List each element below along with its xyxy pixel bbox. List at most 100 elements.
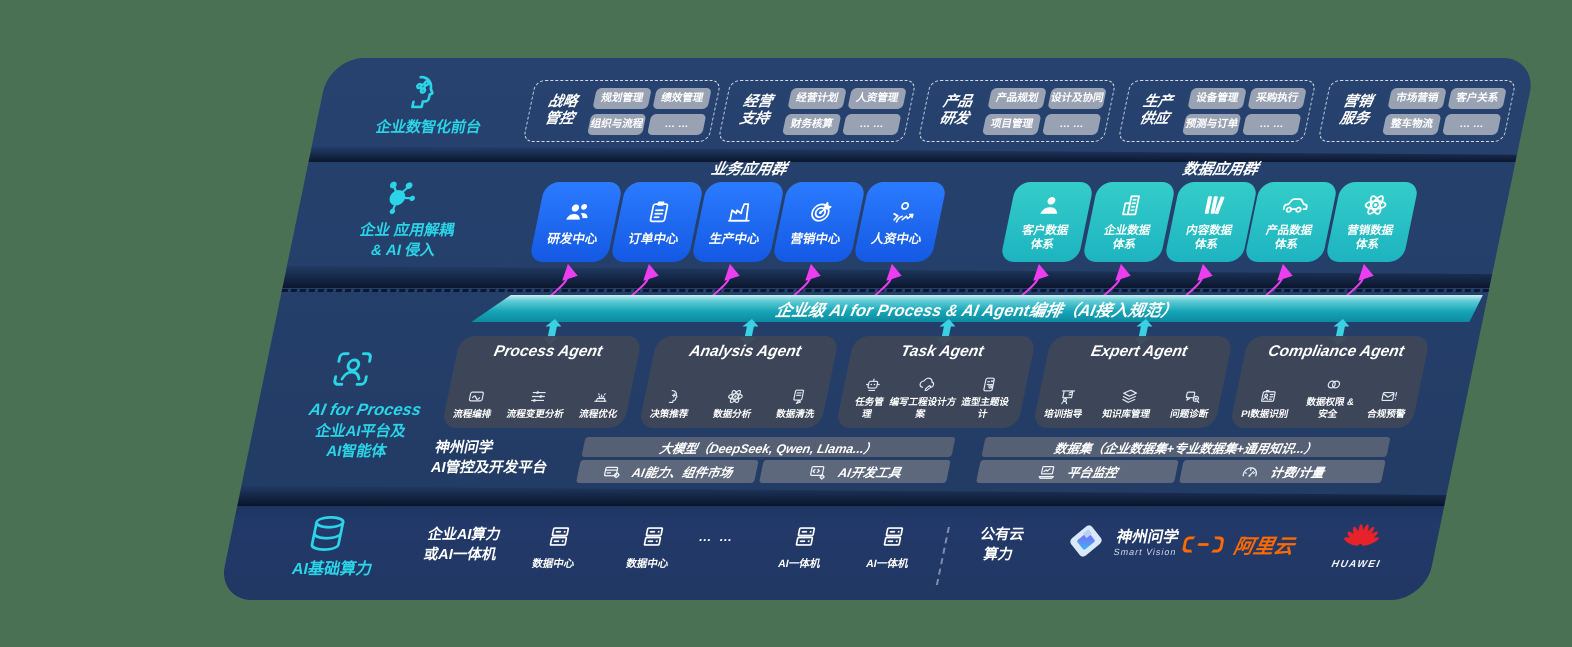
enterprise-compute-label: 企业AI算力 或AI一体机 bbox=[422, 527, 503, 563]
agents-layer-label-en: AI for Process bbox=[307, 401, 423, 419]
app-box-marketing: 营销中心 bbox=[771, 182, 867, 262]
agent-sub: 合规预警 bbox=[1366, 387, 1411, 420]
database-icon bbox=[301, 512, 354, 556]
front-group-title: 战略 管控 bbox=[543, 93, 580, 127]
front-group-title: 生产 供应 bbox=[1138, 93, 1175, 127]
business-apps-title: 业务应用群 bbox=[709, 161, 789, 178]
agent-sub-label: 合规预警 bbox=[1366, 408, 1407, 420]
architecture-plate: 企业数智化前台 战略 管控 规划管理 绩效管理 组织与流程 … … 经营 支持 … bbox=[217, 58, 1537, 600]
agent-box-compliance: Compliance Agent PI数据识别 数据权限 & 安全 合规预警 bbox=[1229, 336, 1431, 428]
platform-monitor-cell: 平台监控 bbox=[975, 460, 1179, 483]
agent-subs: 流程编排 流程变更分析 流程优化 bbox=[452, 387, 623, 420]
app-box-production: 生产中心 bbox=[690, 182, 786, 262]
agent-box-expert: Expert Agent 培训指导 知识库管理 问题诊断 bbox=[1032, 336, 1234, 428]
data-box-enterprise: 企业数据 体系 bbox=[1081, 182, 1177, 262]
public-cloud-label: 公有云 算力 bbox=[978, 527, 1026, 563]
agent-sub-label: 编写工程设计方案 bbox=[888, 397, 958, 420]
agent-sub-label: 数据分析 bbox=[712, 408, 753, 420]
app-box-rnd: 研发中心 bbox=[528, 182, 624, 262]
smartvision-name-en: Smart Vision bbox=[1112, 547, 1178, 557]
agent-title: Analysis Agent bbox=[687, 343, 803, 360]
agent-sub: 数据分析 bbox=[712, 387, 757, 420]
factory-icon bbox=[723, 198, 757, 226]
front-group-title: 营销 服务 bbox=[1338, 93, 1375, 127]
dataset-header-text: 数据集（企业数据集+专业数据集+通用知识...） bbox=[1052, 441, 1319, 456]
llm-header-bar: 大模型（DeepSeek, Qwen, Llama...） bbox=[581, 437, 956, 457]
molecule-icon bbox=[375, 177, 423, 217]
ai-capability-cell: AI能力、组件市场 bbox=[575, 460, 759, 483]
platform-monitor-label: 平台监控 bbox=[1065, 466, 1119, 480]
front-chip: 组织与流程 bbox=[587, 113, 647, 135]
app-box-order: 订单中心 bbox=[609, 182, 705, 262]
infra-node-datacenter: 数据中心 bbox=[618, 523, 684, 571]
infra-node-label: AI一体机 bbox=[864, 558, 910, 570]
smartvision-name-cn: 神州问学 bbox=[1114, 529, 1181, 546]
agent-sub: 流程优化 bbox=[578, 387, 623, 420]
data-box-product: 产品数据 体系 bbox=[1243, 182, 1339, 262]
data-box-customer: 客户数据 体系 bbox=[999, 182, 1095, 262]
front-chip: 市场营销 bbox=[1387, 87, 1447, 109]
data-clean-icon bbox=[787, 387, 810, 406]
agent-box-analysis: Analysis Agent 决策推荐 数据分析 数据清洗 bbox=[638, 336, 840, 428]
user-icon bbox=[1034, 191, 1068, 219]
ai-devtools-cell: AI开发工具 bbox=[758, 460, 951, 483]
front-chip: 整车物流 bbox=[1382, 113, 1442, 135]
front-group-chips: 设备管理 采购执行 预测与订单 … … bbox=[1182, 87, 1307, 135]
cloud-edit-icon bbox=[915, 375, 938, 394]
billing-label: 计费/计量 bbox=[1268, 466, 1326, 480]
atom-icon bbox=[1359, 191, 1393, 219]
billing-cell: 计费/计量 bbox=[1178, 460, 1386, 483]
front-group-marketing: 营销 服务 市场营销 客户关系 整车物流 … … bbox=[1317, 80, 1517, 142]
front-chip: 规划管理 bbox=[592, 87, 652, 109]
books-icon bbox=[1198, 191, 1232, 219]
agent-sub-label: 培训指导 bbox=[1043, 408, 1084, 420]
front-chip: 绩效管理 bbox=[652, 87, 712, 109]
server-icon bbox=[877, 523, 910, 550]
data-box-label: 营销数据 体系 bbox=[1345, 225, 1395, 251]
front-chip: 客户关系 bbox=[1447, 87, 1507, 109]
front-group-title: 产品 研发 bbox=[938, 93, 975, 127]
server-icon bbox=[789, 523, 822, 550]
layer-edge-3 bbox=[237, 485, 1448, 505]
infra-node-label: AI一体机 bbox=[776, 558, 822, 570]
agent-sub-label: 数据清洗 bbox=[775, 408, 816, 420]
app-box-label: 订单中心 bbox=[627, 231, 681, 246]
data-box-label: 产品数据 体系 bbox=[1264, 225, 1314, 251]
training-icon bbox=[1056, 387, 1079, 406]
front-chip: … … bbox=[842, 113, 902, 135]
clipboard-icon bbox=[642, 198, 676, 226]
agent-sub-label: 问题诊断 bbox=[1169, 408, 1210, 420]
mail-alert-icon bbox=[1378, 387, 1401, 406]
data-box-label: 内容数据 体系 bbox=[1184, 225, 1234, 251]
apps-layer-label: 企业 应用解耦 & AI 侵入 bbox=[358, 222, 457, 259]
theme-design-icon bbox=[977, 375, 1000, 394]
app-box-label: 生产中心 bbox=[708, 231, 762, 246]
agent-sub-label: 流程优化 bbox=[578, 408, 619, 420]
car-icon bbox=[1278, 191, 1312, 219]
agent-sub-label: 决策推荐 bbox=[649, 408, 690, 420]
agent-sub: 决策推荐 bbox=[649, 387, 694, 420]
app-box-hr: 人资中心 bbox=[852, 182, 948, 262]
data-box-content: 内容数据 体系 bbox=[1163, 182, 1259, 262]
person-chart-icon bbox=[885, 198, 919, 226]
atom-icon bbox=[724, 387, 747, 406]
laptop-chart-icon bbox=[1035, 462, 1059, 482]
huawei-flower-icon bbox=[1337, 514, 1387, 554]
aliyun-name: 阿里云 bbox=[1231, 536, 1297, 558]
target-icon bbox=[804, 198, 838, 226]
data-box-label: 客户数据 体系 bbox=[1020, 225, 1070, 251]
agent-title: Expert Agent bbox=[1089, 343, 1189, 360]
agent-sub: 知识库管理 bbox=[1101, 387, 1155, 420]
huawei-logo: HUAWEI bbox=[1320, 514, 1402, 570]
app-box-label: 人资中心 bbox=[870, 231, 924, 246]
people-icon bbox=[561, 198, 595, 226]
agent-sub-label: 知识库管理 bbox=[1101, 408, 1152, 420]
front-chip: … … bbox=[1042, 113, 1102, 135]
agent-sub: 造型主题设计 bbox=[955, 375, 1018, 420]
scan-person-icon bbox=[325, 346, 381, 392]
agent-title: Task Agent bbox=[899, 343, 986, 360]
agent-sub-label: 数据权限 & 安全 bbox=[1305, 397, 1355, 420]
robot-icon bbox=[862, 375, 885, 394]
smartvision-diamond-icon bbox=[1061, 520, 1112, 562]
card-gear-icon bbox=[600, 462, 624, 482]
